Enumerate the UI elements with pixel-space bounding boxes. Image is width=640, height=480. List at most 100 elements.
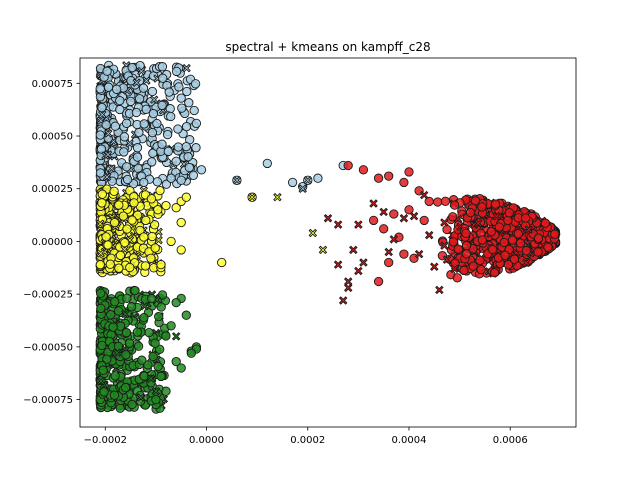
- data-x-marker: [146, 374, 156, 383]
- cluster-point: [121, 327, 132, 338]
- data-point: [156, 259, 166, 270]
- cluster-x-marker: [473, 219, 483, 228]
- data-x-marker: [399, 214, 409, 223]
- cluster-point: [147, 157, 157, 167]
- data-x-marker: [323, 214, 333, 223]
- data-x-marker: [344, 277, 353, 286]
- cluster-point: [171, 66, 182, 77]
- data-point: [156, 371, 166, 382]
- cluster-point: [110, 297, 120, 307]
- cluster-point: [521, 246, 532, 256]
- cluster-point: [141, 104, 151, 114]
- cluster-x-marker: [112, 348, 122, 357]
- cluster-point: [433, 197, 443, 207]
- cluster-point: [102, 354, 112, 364]
- data-x-marker: [440, 218, 449, 227]
- cluster-point: [113, 341, 124, 352]
- cluster-point: [149, 220, 160, 230]
- data-point: [176, 363, 186, 373]
- cluster-point: [120, 238, 130, 248]
- data-point: [404, 205, 414, 215]
- x-tick-label: 0.0000: [189, 435, 224, 446]
- cluster-point: [132, 327, 143, 337]
- data-x-marker: [354, 266, 363, 276]
- cluster-point: [155, 344, 165, 354]
- x-tick-label: −0.0002: [84, 435, 127, 446]
- data-x-marker: [136, 393, 145, 402]
- cluster-point: [127, 62, 137, 73]
- cluster-x-marker: [104, 129, 113, 138]
- data-x-marker: [344, 283, 353, 293]
- cluster-x-marker: [98, 110, 107, 119]
- cluster-point: [108, 322, 118, 332]
- cluster-x-marker: [140, 301, 149, 311]
- cluster-point: [155, 185, 165, 196]
- y-tick-label: −0.00075: [23, 395, 73, 406]
- data-x-marker: [333, 220, 343, 229]
- cluster-point: [164, 87, 174, 97]
- cluster-point: [459, 265, 469, 276]
- data-point: [399, 177, 409, 188]
- cluster-x-marker: [96, 376, 106, 386]
- y-tick-label: −0.00050: [23, 342, 73, 353]
- data-x-marker: [303, 176, 312, 185]
- cluster-point: [504, 208, 514, 218]
- y-tick-label: 0.00075: [32, 79, 73, 90]
- cluster-x-marker: [182, 63, 191, 73]
- cluster-point: [121, 350, 131, 360]
- cluster-point: [95, 288, 106, 298]
- data-point: [181, 141, 191, 152]
- cluster-point: [150, 338, 160, 348]
- data-point: [191, 118, 202, 129]
- cluster-point: [147, 127, 158, 138]
- cluster-point: [461, 249, 472, 259]
- cluster-point: [115, 104, 125, 115]
- cluster-point: [163, 146, 173, 157]
- cluster-point: [540, 218, 550, 228]
- data-point: [161, 200, 171, 211]
- cluster-point: [533, 233, 544, 243]
- cluster-point: [477, 202, 487, 212]
- cluster-point: [543, 242, 553, 252]
- data-point: [389, 209, 399, 219]
- cluster-point: [157, 100, 167, 111]
- data-x-marker: [247, 192, 257, 202]
- data-point: [161, 386, 171, 396]
- cluster-point: [475, 255, 485, 265]
- cluster-point: [166, 111, 176, 122]
- data-point: [151, 394, 161, 405]
- cluster-x-marker: [107, 164, 116, 173]
- data-x-marker: [354, 220, 363, 229]
- cluster-point: [184, 98, 194, 108]
- cluster-point: [97, 340, 107, 351]
- cluster-point: [520, 213, 531, 223]
- cluster-point: [486, 226, 496, 237]
- cluster-point: [120, 382, 131, 393]
- cluster-point: [95, 259, 105, 270]
- data-point: [181, 192, 191, 202]
- data-point: [399, 249, 409, 259]
- cluster-point: [442, 224, 452, 235]
- data-x-marker: [430, 262, 439, 271]
- data-point: [171, 156, 181, 166]
- data-x-marker: [171, 332, 181, 341]
- cluster-point: [125, 262, 135, 273]
- cluster-point: [101, 232, 111, 242]
- data-point: [181, 310, 191, 320]
- data-x-marker: [273, 192, 282, 202]
- cluster-point: [440, 196, 451, 206]
- cluster-point: [118, 211, 129, 221]
- cluster-point: [124, 338, 135, 348]
- y-tick-label: 0.00050: [32, 132, 73, 143]
- cluster-point: [448, 237, 458, 247]
- data-point: [176, 175, 186, 185]
- data-point: [176, 217, 186, 228]
- cluster-point: [152, 177, 163, 187]
- cluster-x-marker: [149, 95, 159, 104]
- cluster-point: [110, 371, 120, 381]
- data-point: [166, 173, 176, 183]
- cluster-point: [153, 361, 163, 372]
- data-x-marker: [349, 245, 358, 255]
- y-tick-label: 0.00000: [32, 237, 73, 248]
- cluster-point: [449, 200, 460, 210]
